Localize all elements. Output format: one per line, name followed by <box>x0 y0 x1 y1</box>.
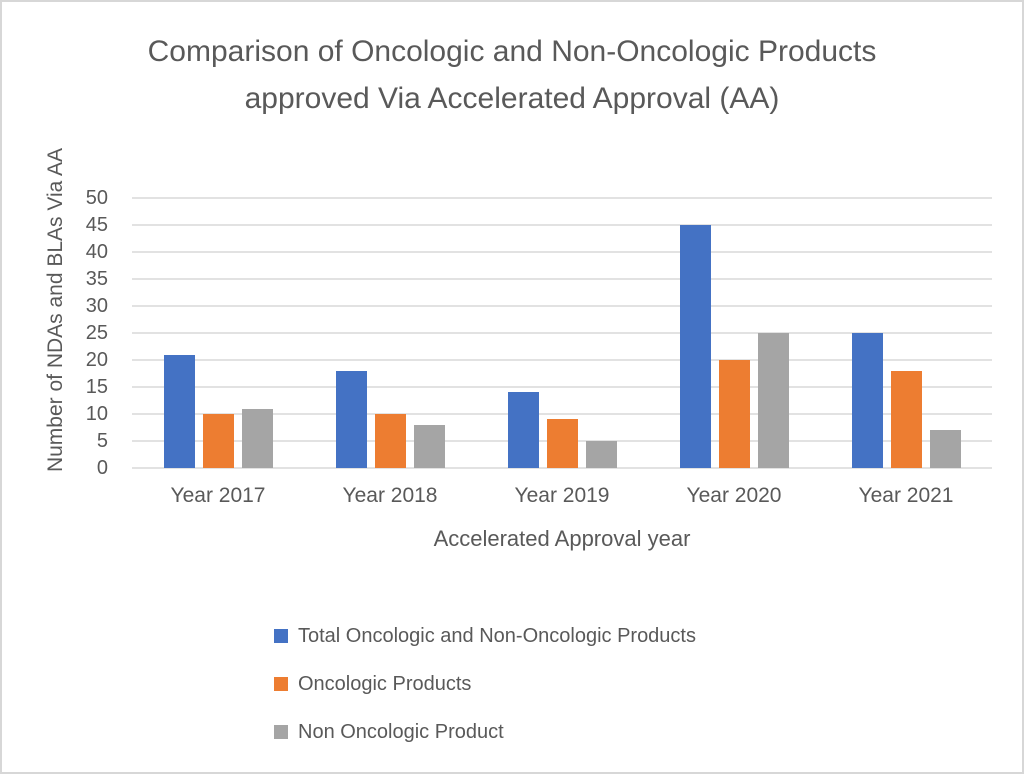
x-tick-label: Year 2019 <box>514 484 610 507</box>
bar-non-oncologic-product <box>413 424 445 468</box>
y-tick-label: 0 <box>96 457 108 479</box>
gridline <box>132 359 992 361</box>
bar-group-year-2021 <box>820 198 992 468</box>
x-tick-label: Year 2021 <box>858 484 954 507</box>
x-tick-label: Year 2018 <box>342 484 438 507</box>
y-tick-label: 35 <box>85 268 108 290</box>
bar-non-oncologic-product <box>757 333 789 468</box>
y-tick-label: 15 <box>85 376 108 398</box>
gridline <box>132 197 992 199</box>
legend-swatch <box>274 677 288 691</box>
legend-item: Oncologic Products <box>274 672 696 696</box>
bar-oncologic-products <box>374 414 406 468</box>
bar-group-year-2017 <box>132 198 304 468</box>
y-tick-label: 45 <box>85 214 108 236</box>
bar-total-oncologic-and-non-oncologic-products <box>851 333 883 468</box>
bar-group-year-2020 <box>648 198 820 468</box>
y-tick-label: 50 <box>85 187 108 209</box>
bar-oncologic-products <box>202 414 234 468</box>
legend-swatch <box>274 629 288 643</box>
bar-oncologic-products <box>890 370 922 468</box>
legend-label: Total Oncologic and Non-Oncologic Produc… <box>298 624 696 647</box>
y-tick-label: 40 <box>85 241 108 263</box>
gridline <box>132 467 992 469</box>
plot-area <box>132 197 992 469</box>
legend-item: Total Oncologic and Non-Oncologic Produc… <box>274 624 696 648</box>
gridline <box>132 224 992 226</box>
x-axis-title: Accelerated Approval year <box>433 526 691 551</box>
y-tick-label: 5 <box>96 430 108 452</box>
bar-group-year-2018 <box>304 198 476 468</box>
bar-group-year-2019 <box>476 198 648 468</box>
legend-swatch <box>274 725 288 739</box>
bar-oncologic-products <box>546 419 578 468</box>
bar-total-oncologic-and-non-oncologic-products <box>335 370 367 468</box>
x-tick-label: Year 2020 <box>686 484 782 507</box>
gridline <box>132 413 992 415</box>
bar-total-oncologic-and-non-oncologic-products <box>679 225 711 468</box>
legend-label: Non Oncologic Product <box>298 720 504 743</box>
gridline <box>132 251 992 253</box>
y-tick-label: 25 <box>85 322 108 344</box>
y-tick-label: 30 <box>85 295 108 317</box>
legend-item: Non Oncologic Product <box>274 720 696 744</box>
y-tick-label: 20 <box>85 349 108 371</box>
x-tick-label: Year 2017 <box>170 484 266 507</box>
bar-total-oncologic-and-non-oncologic-products <box>163 354 195 468</box>
legend-label: Oncologic Products <box>298 672 472 695</box>
chart-title: Comparison of Oncologic and Non-Oncologi… <box>147 35 877 115</box>
gridline <box>132 386 992 388</box>
bar-oncologic-products <box>718 360 750 468</box>
legend: Total Oncologic and Non-Oncologic Produc… <box>274 624 696 768</box>
gridline <box>132 332 992 334</box>
bar-non-oncologic-product <box>585 441 617 468</box>
gridline <box>132 278 992 280</box>
bar-total-oncologic-and-non-oncologic-products <box>507 392 539 468</box>
bar-non-oncologic-product <box>241 408 273 468</box>
gridline <box>132 305 992 307</box>
bar-non-oncologic-product <box>929 430 961 468</box>
y-tick-label: 10 <box>85 403 108 425</box>
